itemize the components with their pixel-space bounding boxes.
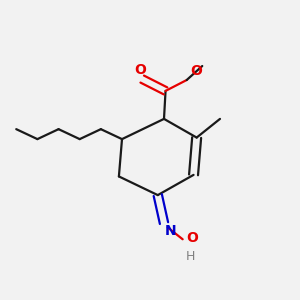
Text: O: O: [186, 231, 198, 245]
Text: O: O: [134, 63, 146, 76]
Text: O: O: [190, 64, 202, 77]
Text: N: N: [165, 224, 177, 238]
Text: H: H: [186, 250, 195, 263]
